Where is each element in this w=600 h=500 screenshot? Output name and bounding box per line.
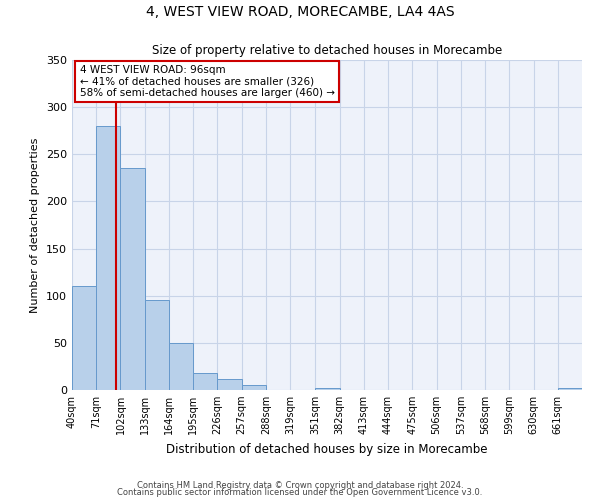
Text: Contains public sector information licensed under the Open Government Licence v3: Contains public sector information licen… — [118, 488, 482, 497]
Bar — [217, 378, 242, 390]
Bar — [169, 343, 193, 390]
Y-axis label: Number of detached properties: Number of detached properties — [31, 138, 40, 312]
Bar — [96, 126, 121, 390]
Bar — [145, 300, 169, 390]
Title: Size of property relative to detached houses in Morecambe: Size of property relative to detached ho… — [152, 44, 502, 58]
Bar — [193, 373, 217, 390]
Bar — [72, 286, 96, 390]
Bar — [242, 386, 266, 390]
Bar — [315, 388, 340, 390]
Text: Contains HM Land Registry data © Crown copyright and database right 2024.: Contains HM Land Registry data © Crown c… — [137, 480, 463, 490]
Bar — [558, 388, 582, 390]
Bar — [121, 168, 145, 390]
X-axis label: Distribution of detached houses by size in Morecambe: Distribution of detached houses by size … — [166, 442, 488, 456]
Text: 4, WEST VIEW ROAD, MORECAMBE, LA4 4AS: 4, WEST VIEW ROAD, MORECAMBE, LA4 4AS — [146, 5, 454, 19]
Text: 4 WEST VIEW ROAD: 96sqm
← 41% of detached houses are smaller (326)
58% of semi-d: 4 WEST VIEW ROAD: 96sqm ← 41% of detache… — [80, 65, 335, 98]
